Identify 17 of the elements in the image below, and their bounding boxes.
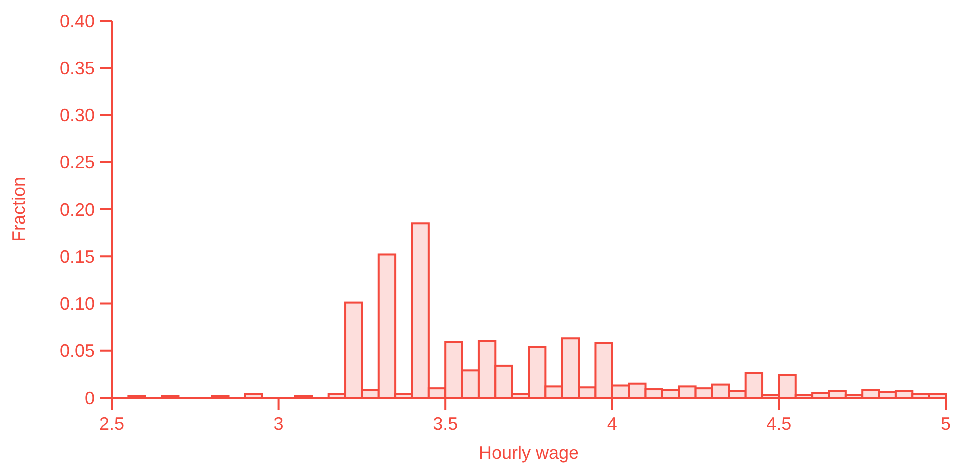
y-tick-label: 0.35 xyxy=(60,58,95,78)
y-tick-label: 0 xyxy=(84,388,95,408)
y-tick-label: 0.40 xyxy=(60,11,95,32)
x-tick-label: 3.5 xyxy=(433,414,458,434)
x-tick-label: 2.5 xyxy=(99,414,125,434)
y-tick-label: 0.05 xyxy=(60,341,95,362)
x-tick-label: 5 xyxy=(940,414,952,434)
y-tick-label: 0.30 xyxy=(60,106,95,126)
x-axis-title: Hourly wage xyxy=(478,443,580,463)
y-tick-label: 0.25 xyxy=(60,152,95,173)
y-tick-label: 0.20 xyxy=(60,200,95,220)
x-tick-label: 3 xyxy=(274,414,284,434)
y-axis-title: Fraction xyxy=(9,176,29,242)
y-tick-label: 0.10 xyxy=(60,294,95,314)
y-tick-label: 0.15 xyxy=(60,246,95,267)
x-tick-label: 4 xyxy=(607,414,618,434)
x-tick-label: 4.5 xyxy=(766,414,792,434)
